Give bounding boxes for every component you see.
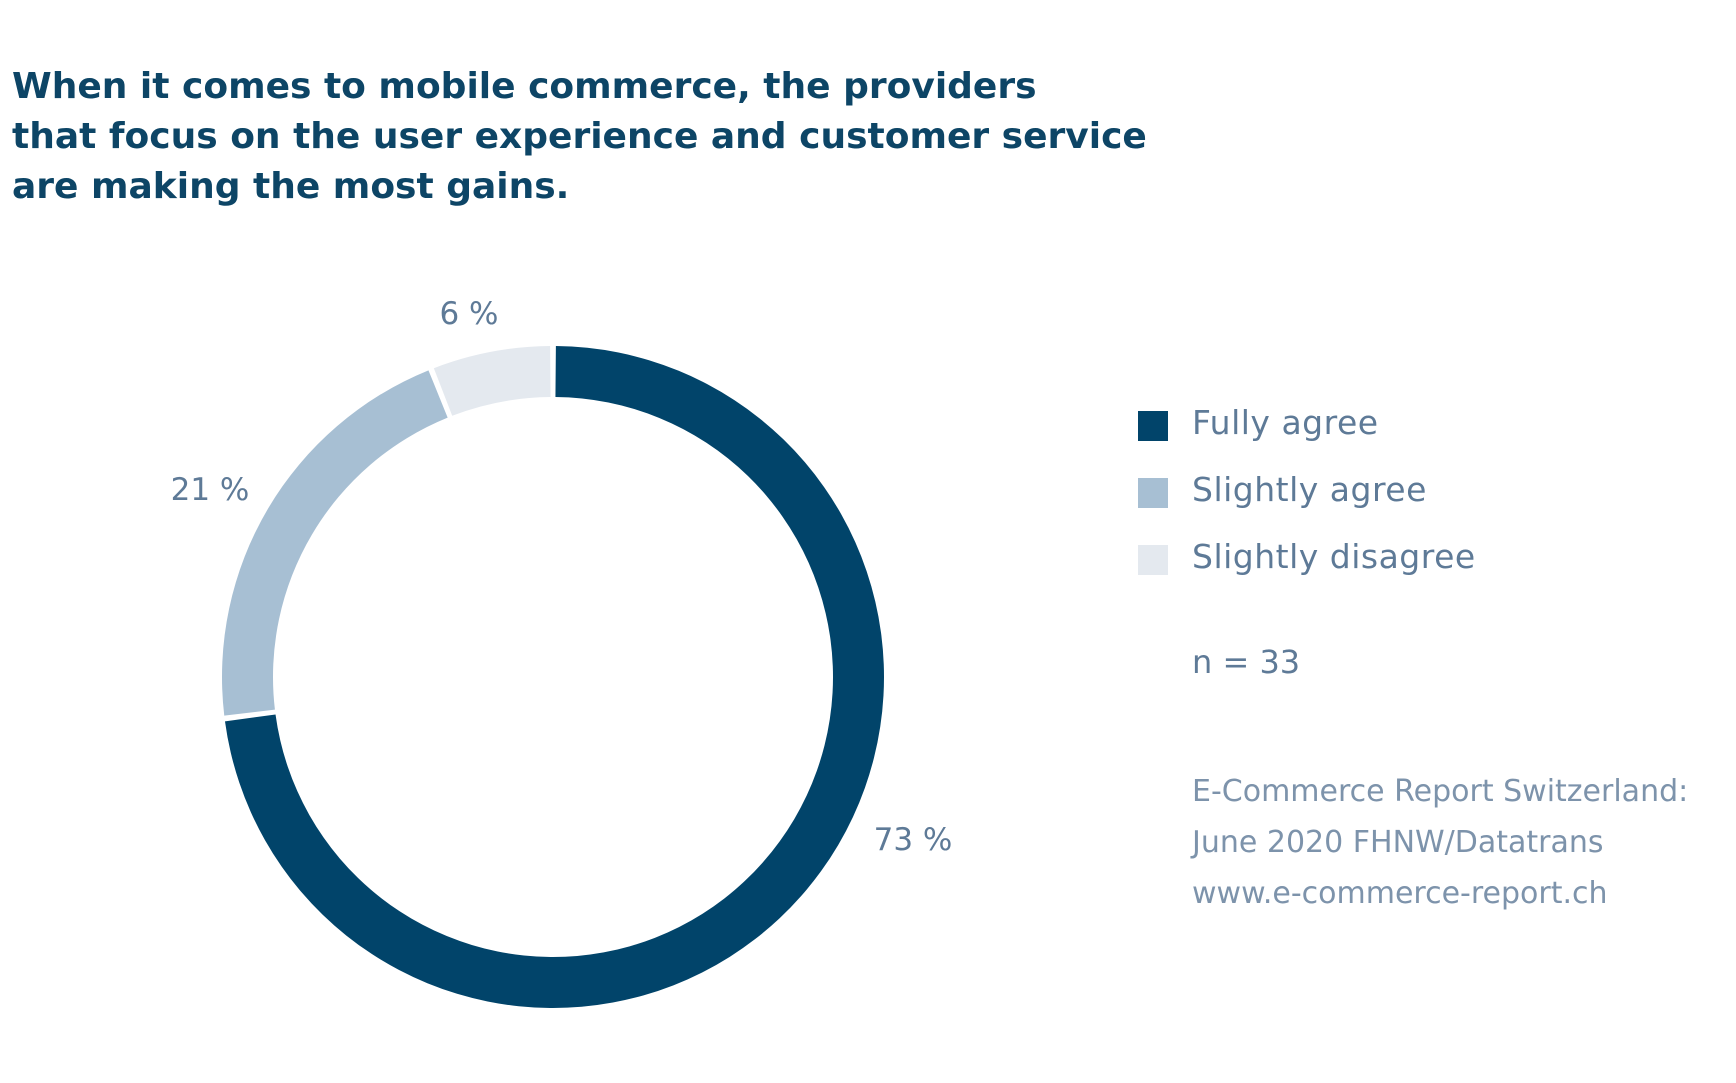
chart-title-line: that focus on the user experience and cu… [12, 116, 1147, 157]
legend-label: Fully agree [1192, 403, 1379, 442]
donut-chart: 73 % 21 % 6 % [171, 296, 953, 1009]
chart-title-line: When it comes to mobile commerce, the pr… [12, 66, 1037, 107]
value-label-slightly-disagree: 6 % [439, 296, 498, 332]
legend-label: Slightly disagree [1192, 537, 1476, 576]
legend-swatch-fully-agree [1138, 411, 1168, 441]
source-note: E-Commerce Report Switzerland: June 2020… [1192, 766, 1688, 919]
source-link[interactable]: www.e-commerce-report.ch [1192, 876, 1608, 911]
donut-slice-slightly-disagree [433, 346, 551, 416]
donut-slices [222, 346, 884, 1009]
sample-size: n = 33 [1192, 643, 1301, 681]
legend-label: Slightly agree [1192, 470, 1427, 509]
chart-title-line: are making the most gains. [12, 166, 570, 207]
value-label-slightly-agree: 21 % [171, 472, 250, 508]
legend-swatch-slightly-agree [1138, 478, 1168, 508]
donut-value-labels: 73 % 21 % 6 % [171, 296, 953, 858]
legend-swatch-slightly-disagree [1138, 545, 1168, 575]
chart-title: When it comes to mobile commerce, the pr… [12, 62, 1147, 212]
value-label-fully-agree: 73 % [874, 822, 953, 858]
donut-slice-slightly-agree [222, 370, 448, 716]
source-line: E-Commerce Report Switzerland: [1192, 774, 1689, 809]
source-line: June 2020 FHNW/Datatrans [1192, 825, 1604, 860]
